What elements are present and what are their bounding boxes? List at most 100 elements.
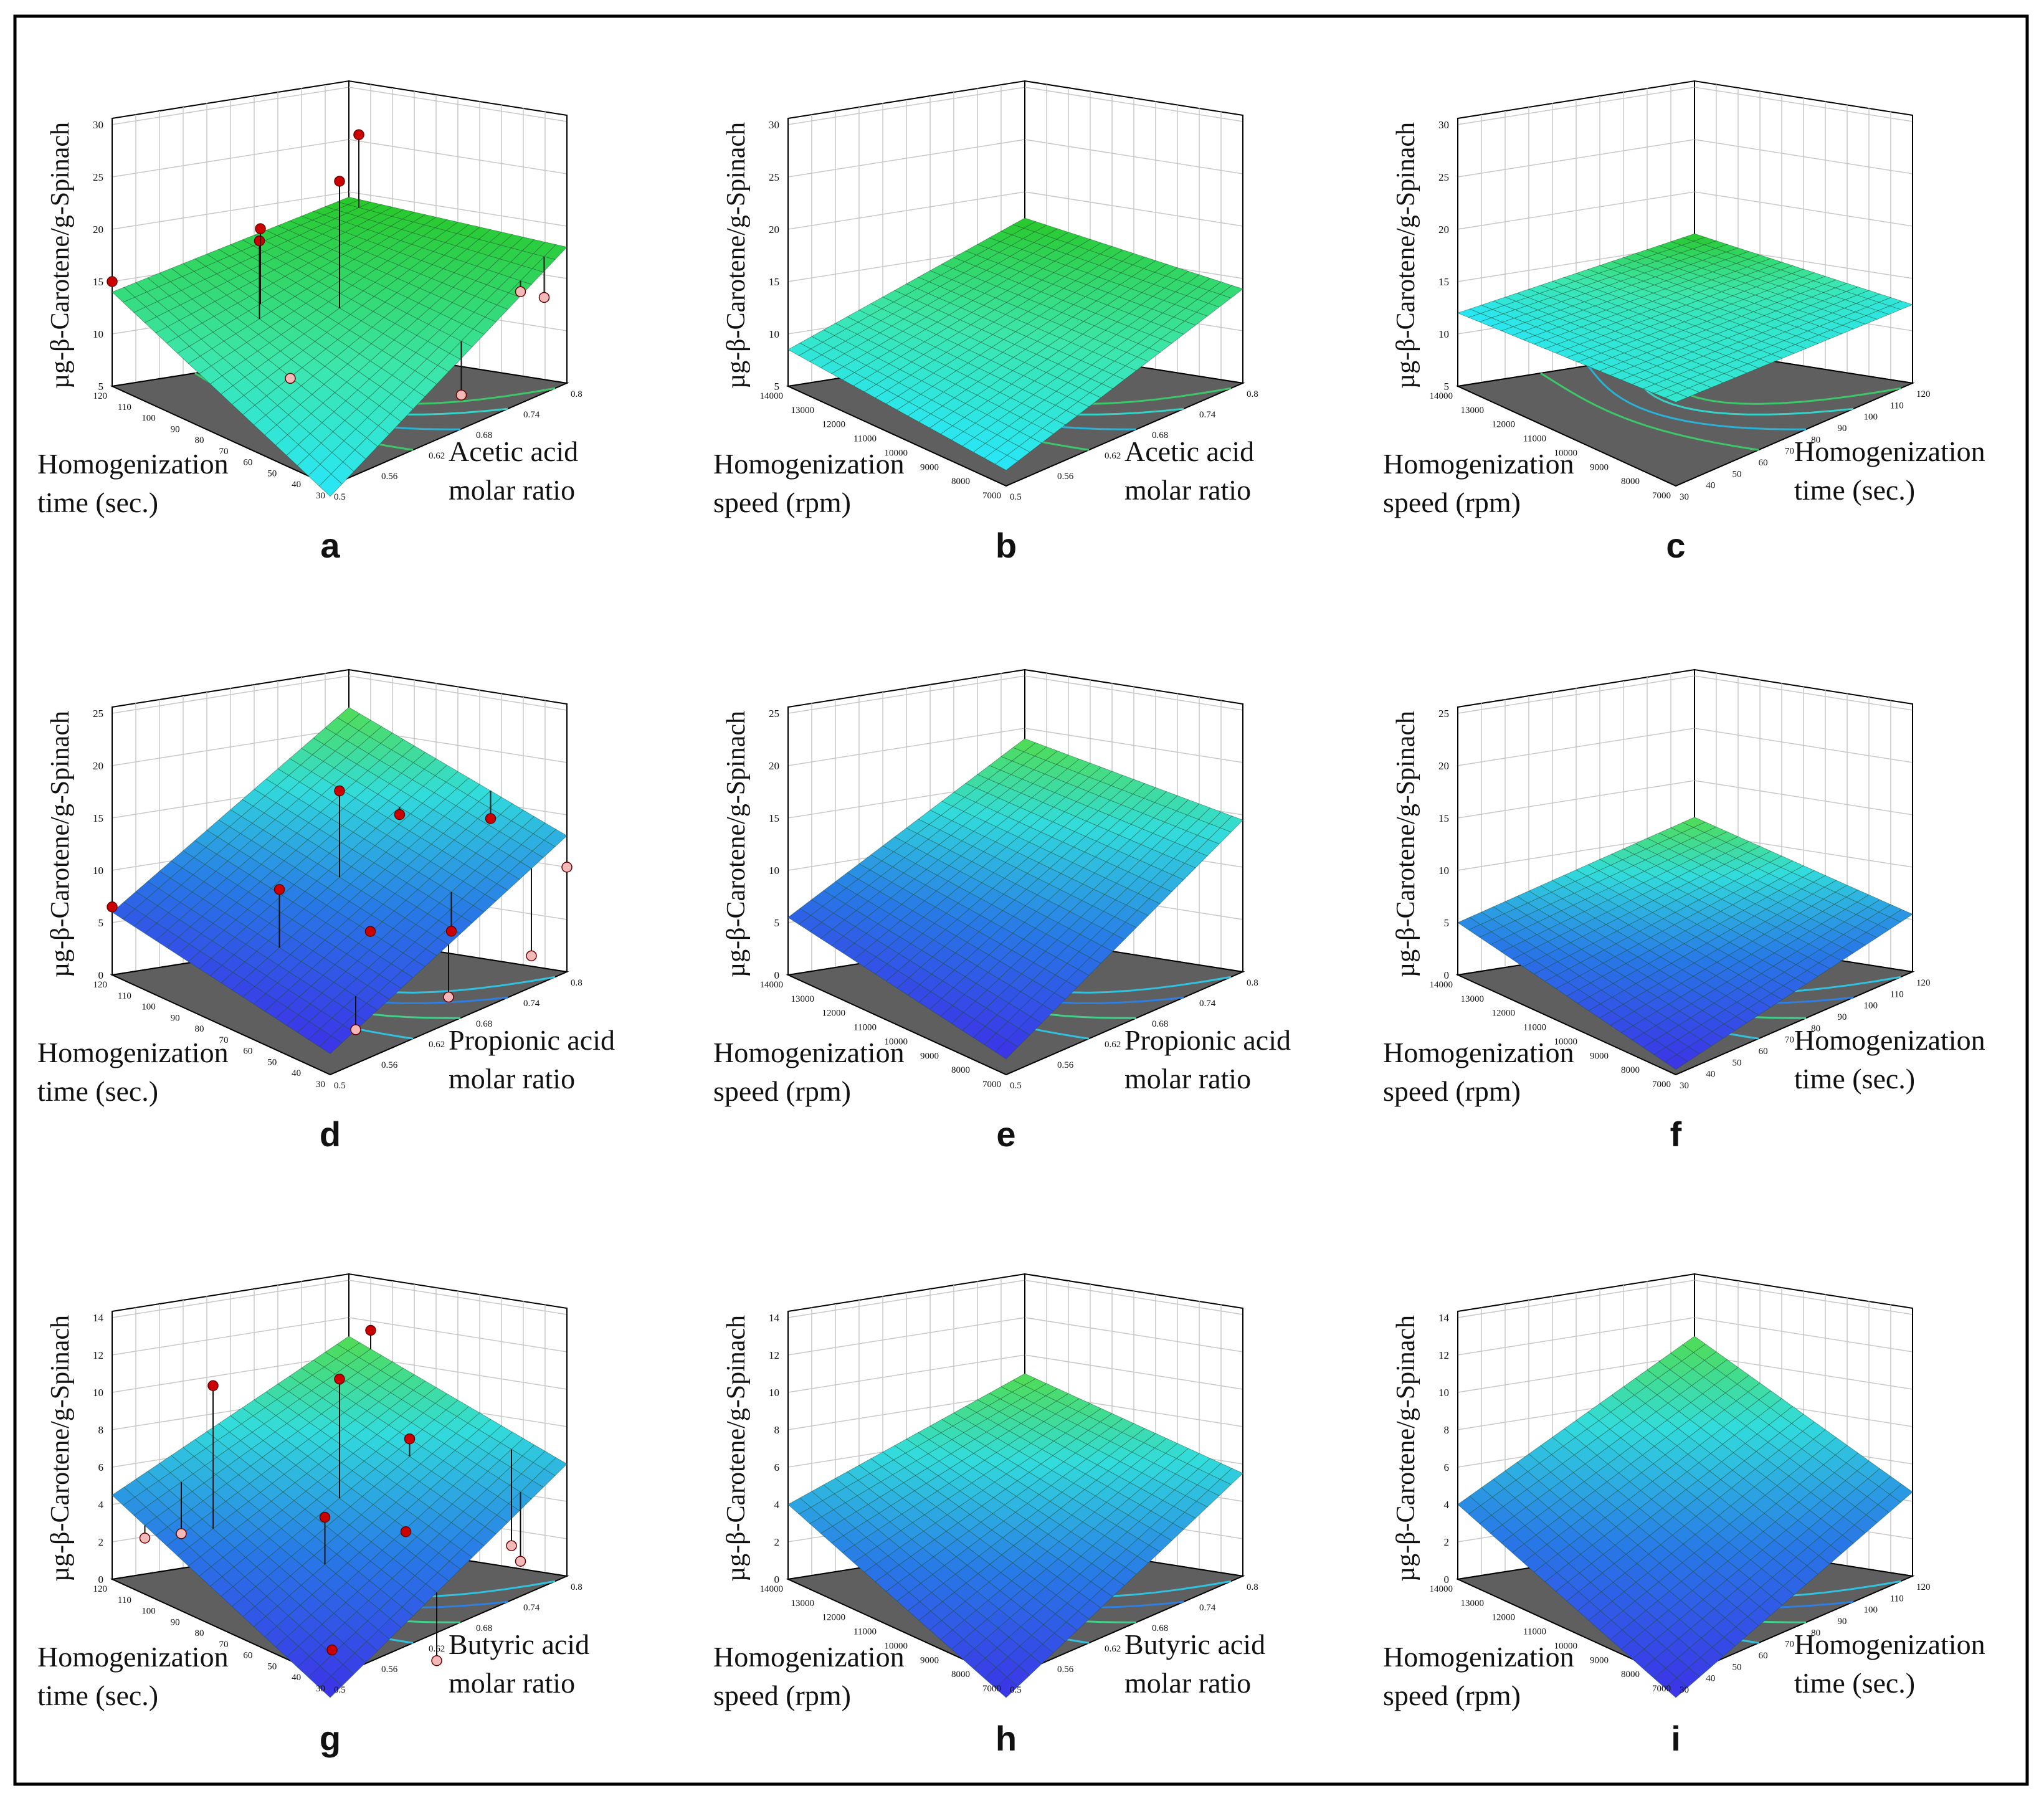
z-axis-label: µg-β-Carotene/g-Spinach bbox=[46, 122, 75, 389]
left-axis-label: speed (rpm) bbox=[1383, 1680, 1521, 1711]
z-axis-label: µg-β-Carotene/g-Spinach bbox=[722, 711, 751, 977]
right-axis-tick-label: 0.8 bbox=[571, 389, 582, 399]
wall-grid-line bbox=[348, 139, 568, 174]
left-axis-tick-label: 90 bbox=[171, 1617, 180, 1627]
response-surface bbox=[112, 1336, 568, 1698]
right-axis-tick-label: 0.56 bbox=[381, 1060, 398, 1070]
surface-cell bbox=[318, 1035, 343, 1054]
panel-a: 5 10 15 20 25 30 µg-β-Carotene/g-Spinach 120 110… bbox=[37, 80, 582, 565]
wall-grid-line bbox=[1457, 675, 1695, 714]
right-axis-label: molar ratio bbox=[449, 1063, 575, 1095]
left-axis-tick-label: 11000 bbox=[853, 1627, 877, 1637]
right-axis-tick-label: 30 bbox=[1680, 492, 1689, 502]
wall-grid-line bbox=[1457, 139, 1695, 178]
panel-c: 51015202530µg-β-Carotene/g-Spinach140001… bbox=[1383, 80, 1985, 565]
wall-grid-line bbox=[1694, 87, 1913, 122]
z-tick-label: 2 bbox=[98, 1536, 104, 1548]
z-tick-label: 10 bbox=[1438, 1387, 1449, 1399]
left-axis-tick-label: 13000 bbox=[791, 1599, 815, 1609]
z-tick-label: 20 bbox=[1438, 760, 1449, 772]
right-axis-tick-label: 0.68 bbox=[1152, 1019, 1168, 1029]
z-tick-label: 25 bbox=[93, 708, 103, 720]
z-axis-label: µg-β-Carotene/g-Spinach bbox=[46, 1315, 75, 1582]
right-axis-label: molar ratio bbox=[1124, 1063, 1251, 1095]
panel-i: 02468101214µg-β-Carotene/g-Spinach140001… bbox=[1383, 1273, 1985, 1758]
design-point bbox=[350, 1024, 361, 1035]
wall-grid-line bbox=[1694, 139, 1913, 174]
left-axis-tick-label: 13000 bbox=[791, 406, 815, 416]
floor-contour-line bbox=[1540, 372, 1759, 451]
z-tick-label: 25 bbox=[769, 171, 779, 183]
left-axis-tick-label: 50 bbox=[267, 1661, 277, 1671]
z-tick-label: 12 bbox=[1438, 1349, 1449, 1361]
left-axis-tick-label: 12000 bbox=[822, 1613, 846, 1623]
z-tick-label: 25 bbox=[769, 708, 779, 720]
wall-grid-line bbox=[1694, 675, 1913, 711]
left-axis-tick-label: 14000 bbox=[1430, 1584, 1453, 1594]
right-axis-tick-label: 0.62 bbox=[429, 1040, 445, 1050]
right-axis-tick-label: 60 bbox=[1759, 458, 1768, 468]
wall-grid-line bbox=[1694, 780, 1913, 815]
z-tick-label: 20 bbox=[769, 760, 779, 772]
response-surface bbox=[112, 706, 568, 1054]
z-tick-label: 5 bbox=[98, 917, 104, 929]
z-tick-labels: 0 2 4 6 8 10 12 14 bbox=[93, 1312, 104, 1585]
left-axis-tick-label: 7000 bbox=[1652, 491, 1671, 501]
z-tick-label: 20 bbox=[769, 224, 779, 235]
right-axis-tick-label: 0.62 bbox=[429, 1644, 445, 1654]
left-axis-tick-label: 10000 bbox=[1554, 448, 1578, 458]
design-points bbox=[107, 129, 550, 401]
panel-f: 0 5 10 15 20 25 µg-β-Carotene/g-Spinach 14000 13… bbox=[1383, 668, 1985, 1154]
design-point bbox=[334, 176, 345, 187]
left-axis-tick-label: 13000 bbox=[1461, 994, 1485, 1004]
left-axis-label: speed (rpm) bbox=[1383, 1075, 1521, 1107]
right-axis-tick-label: 0.74 bbox=[1199, 999, 1216, 1009]
wall-grid-line bbox=[1024, 728, 1243, 763]
right-axis-tick-label: 0.74 bbox=[1199, 410, 1216, 420]
z-tick-label: 10 bbox=[769, 865, 779, 877]
surface-cell bbox=[1664, 1054, 1688, 1070]
wall-grid-line bbox=[1694, 191, 1913, 227]
left-axis-tick-label: 11000 bbox=[1523, 1627, 1546, 1637]
left-axis-tick-label: 9000 bbox=[920, 1051, 939, 1061]
left-axis-label: Homogenization bbox=[1383, 1641, 1574, 1673]
right-axis-label: Propionic acid bbox=[1124, 1024, 1291, 1056]
left-axis-tick-label: 30 bbox=[316, 1684, 325, 1694]
panels: 51015202530µg-β-Carotene/g-Spinach120110… bbox=[37, 80, 1985, 1758]
left-axis-tick-label: 14000 bbox=[760, 1584, 784, 1594]
left-axis-tick-label: 12000 bbox=[822, 420, 846, 430]
wall-grid-line bbox=[112, 87, 349, 125]
design-point bbox=[255, 223, 266, 234]
z-tick-label: 15 bbox=[769, 812, 779, 824]
z-tick-label: 2 bbox=[1444, 1536, 1450, 1548]
right-axis-tick-label: 40 bbox=[1706, 1674, 1715, 1684]
right-axis-tick-label: 110 bbox=[1890, 1594, 1904, 1604]
z-tick-label: 0 bbox=[774, 969, 780, 981]
right-axis-label: Homogenization bbox=[1794, 1024, 1985, 1056]
right-axis-label: Acetic acid bbox=[1124, 435, 1254, 467]
left-axis-tick-label: 12000 bbox=[1492, 1613, 1516, 1623]
panel-letter: b bbox=[996, 526, 1017, 565]
z-axis-label: µg-β-Carotene/g-Spinach bbox=[1392, 1315, 1420, 1582]
left-axis-label: Homogenization bbox=[37, 448, 229, 480]
left-axis-label: speed (rpm) bbox=[713, 487, 851, 518]
wall-grid-line bbox=[112, 191, 349, 230]
right-axis-tick-label: 0.56 bbox=[381, 472, 398, 482]
z-axis-label: µg-β-Carotene/g-Spinach bbox=[1392, 122, 1420, 389]
right-axis-tick-label: 0.74 bbox=[523, 1603, 540, 1613]
z-tick-label: 15 bbox=[93, 276, 103, 288]
left-axis-label: Homogenization bbox=[713, 1641, 905, 1673]
right-axis-tick-label: 0.8 bbox=[571, 1582, 582, 1592]
z-tick-label: 4 bbox=[774, 1499, 780, 1511]
right-axis-tick-label: 50 bbox=[1732, 469, 1741, 479]
left-axis-label: Homogenization bbox=[1383, 448, 1574, 480]
left-axis-tick-label: 120 bbox=[93, 391, 108, 401]
left-axis-tick-label: 8000 bbox=[1621, 1065, 1640, 1075]
wall-grid-line bbox=[348, 675, 568, 711]
right-axis-label: Butyric acid bbox=[449, 1628, 589, 1660]
left-axis-label: Homogenization bbox=[1383, 1037, 1574, 1068]
z-tick-label: 4 bbox=[98, 1499, 104, 1511]
right-axis-tick-label: 0.56 bbox=[1057, 472, 1074, 482]
right-axis-tick-label: 80 bbox=[1811, 1024, 1820, 1034]
